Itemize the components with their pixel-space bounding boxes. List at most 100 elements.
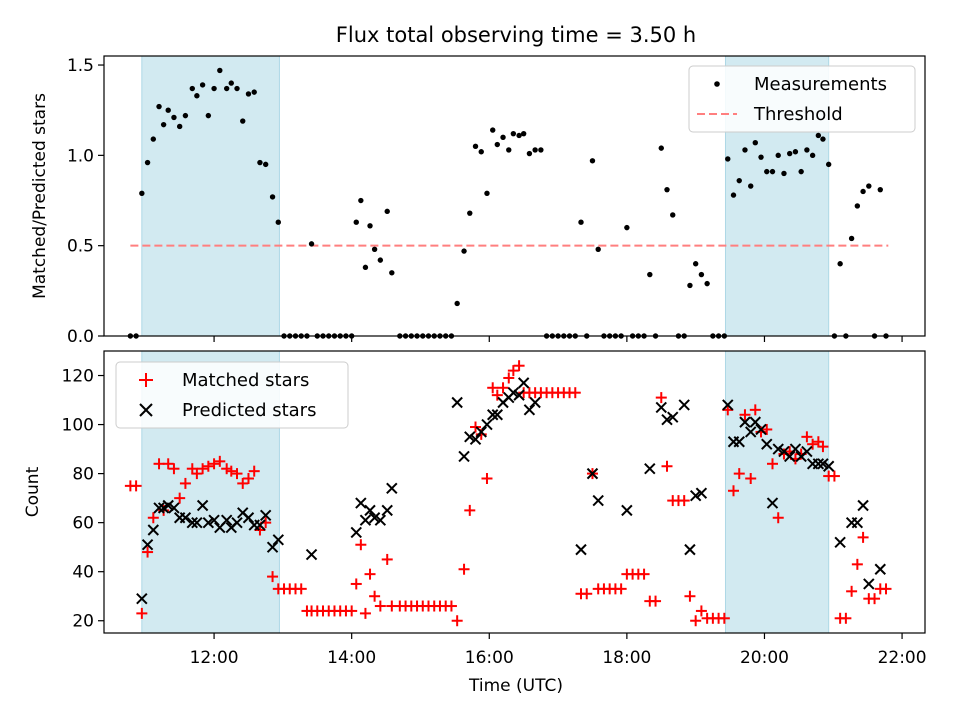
measurement-point: [730, 192, 737, 198]
matched-star-point: [733, 468, 745, 480]
matched-star-point: [718, 612, 730, 624]
predicted-star-point: [368, 512, 381, 524]
matched-star-point: [739, 409, 751, 421]
bottom-panel: 20 40 60 80 100 120 Count 12:00 14:00 16:00 18:0…: [23, 350, 927, 696]
predicted-star-point: [733, 436, 745, 448]
measurement-point: [454, 300, 460, 307]
matched-star-point: [745, 473, 757, 485]
matched-star-point: [197, 463, 209, 475]
predicted-star-point: [722, 399, 734, 411]
predicted-star-point: [355, 497, 367, 509]
predicted-star-point: [857, 499, 869, 512]
measurement-point: [647, 271, 653, 278]
measurement-point: [704, 280, 710, 287]
top-x-ticks: [213, 336, 903, 342]
matched-star-point: [451, 615, 463, 627]
x-tick-label: 14:00: [327, 648, 376, 668]
measurement-point: [494, 141, 501, 148]
predicted-star-point: [586, 467, 599, 480]
measurement-point: [371, 246, 378, 252]
measurement-point: [150, 136, 157, 142]
predicted-star-point: [523, 404, 536, 416]
measurement-point: [687, 282, 693, 289]
chart-title: Flux total observing time = 3.50 h: [336, 23, 696, 47]
matched-star-point: [772, 512, 784, 524]
predicted-star-point: [487, 409, 499, 421]
legend-measurements-marker: [714, 81, 720, 87]
predicted-star-point: [834, 536, 846, 548]
measurement-point: [362, 264, 369, 271]
measurement-point: [223, 85, 230, 92]
x-tick-label: 22:00: [878, 648, 927, 668]
matched-star-point: [728, 485, 740, 497]
measurement-point: [358, 197, 364, 204]
measurement-point: [228, 80, 234, 86]
matched-star-point: [168, 463, 180, 475]
measurement-point: [578, 219, 584, 225]
predicted-star-point: [766, 497, 779, 509]
matched-star-point: [374, 600, 386, 612]
measurement-point: [692, 261, 699, 267]
matched-star-point: [569, 387, 581, 399]
matched-star-point: [237, 477, 249, 489]
predicted-star-point: [153, 502, 165, 514]
measurement-point: [156, 103, 162, 110]
matched-star-point: [267, 571, 279, 583]
measurement-point: [775, 152, 781, 159]
predicted-star-point: [575, 543, 587, 556]
bottom-y-axis: 20 40 60 80 100 120: [62, 367, 104, 632]
measurement-point: [308, 241, 315, 247]
measurement-point: [389, 270, 395, 276]
measurement-point: [825, 161, 832, 168]
bottom-legend: Matched stars Predicted stars: [115, 361, 349, 429]
predicted-star-point: [739, 416, 751, 428]
matched-star-point: [684, 590, 696, 602]
measurement-point: [275, 219, 281, 225]
measurement-point: [736, 177, 742, 184]
measurement-point: [199, 82, 206, 88]
predicted-star-point: [364, 504, 376, 517]
matched-star-point: [364, 568, 376, 580]
predicted-star-point: [491, 409, 504, 421]
predicted-star-point: [359, 514, 372, 526]
matched-star-point: [214, 455, 226, 467]
matched-star-point: [295, 583, 307, 595]
measurement-point: [144, 159, 151, 166]
matched-star-point: [130, 480, 142, 492]
matched-star-point: [817, 441, 829, 453]
measurement-point: [866, 183, 872, 189]
bottom-y-tick-label: 60: [72, 514, 94, 534]
measurement-point: [526, 150, 533, 157]
measurement-point: [698, 271, 705, 278]
matched-star-point: [481, 473, 493, 485]
predicted-star-point: [186, 516, 198, 529]
predicted-star-point: [231, 516, 243, 529]
x-axis-label: Time (UTC): [468, 676, 563, 696]
measurement-point: [589, 158, 596, 164]
matched-star-point: [153, 458, 165, 470]
predicted-star-point: [689, 489, 702, 502]
predicted-star-point: [350, 526, 362, 539]
predicted-star-point: [202, 516, 215, 529]
predicted-star-point: [162, 499, 174, 512]
predicted-star-point: [644, 462, 656, 475]
measurement-point: [854, 203, 861, 209]
measurement-point: [804, 147, 810, 153]
measurement-point: [516, 132, 522, 139]
measurement-point: [205, 112, 212, 119]
matched-star-point: [869, 593, 881, 605]
legend-matched-marker: [139, 373, 153, 387]
predicted-star-point: [305, 548, 318, 561]
predicted-star-point: [254, 519, 266, 531]
measurement-point: [670, 212, 676, 218]
matched-star-point: [147, 512, 159, 524]
predicted-star-point: [513, 389, 525, 401]
matched-star-point: [174, 492, 186, 504]
legend-matched-label: Matched stars: [182, 370, 309, 391]
measurement-point: [837, 261, 843, 267]
bottom-x-axis: 12:00 14:00 16:00 18:00 20:00 22:00: [190, 633, 927, 668]
matched-star-point: [202, 460, 214, 472]
matched-star-point: [846, 585, 858, 597]
predicted-star-point: [761, 438, 773, 450]
